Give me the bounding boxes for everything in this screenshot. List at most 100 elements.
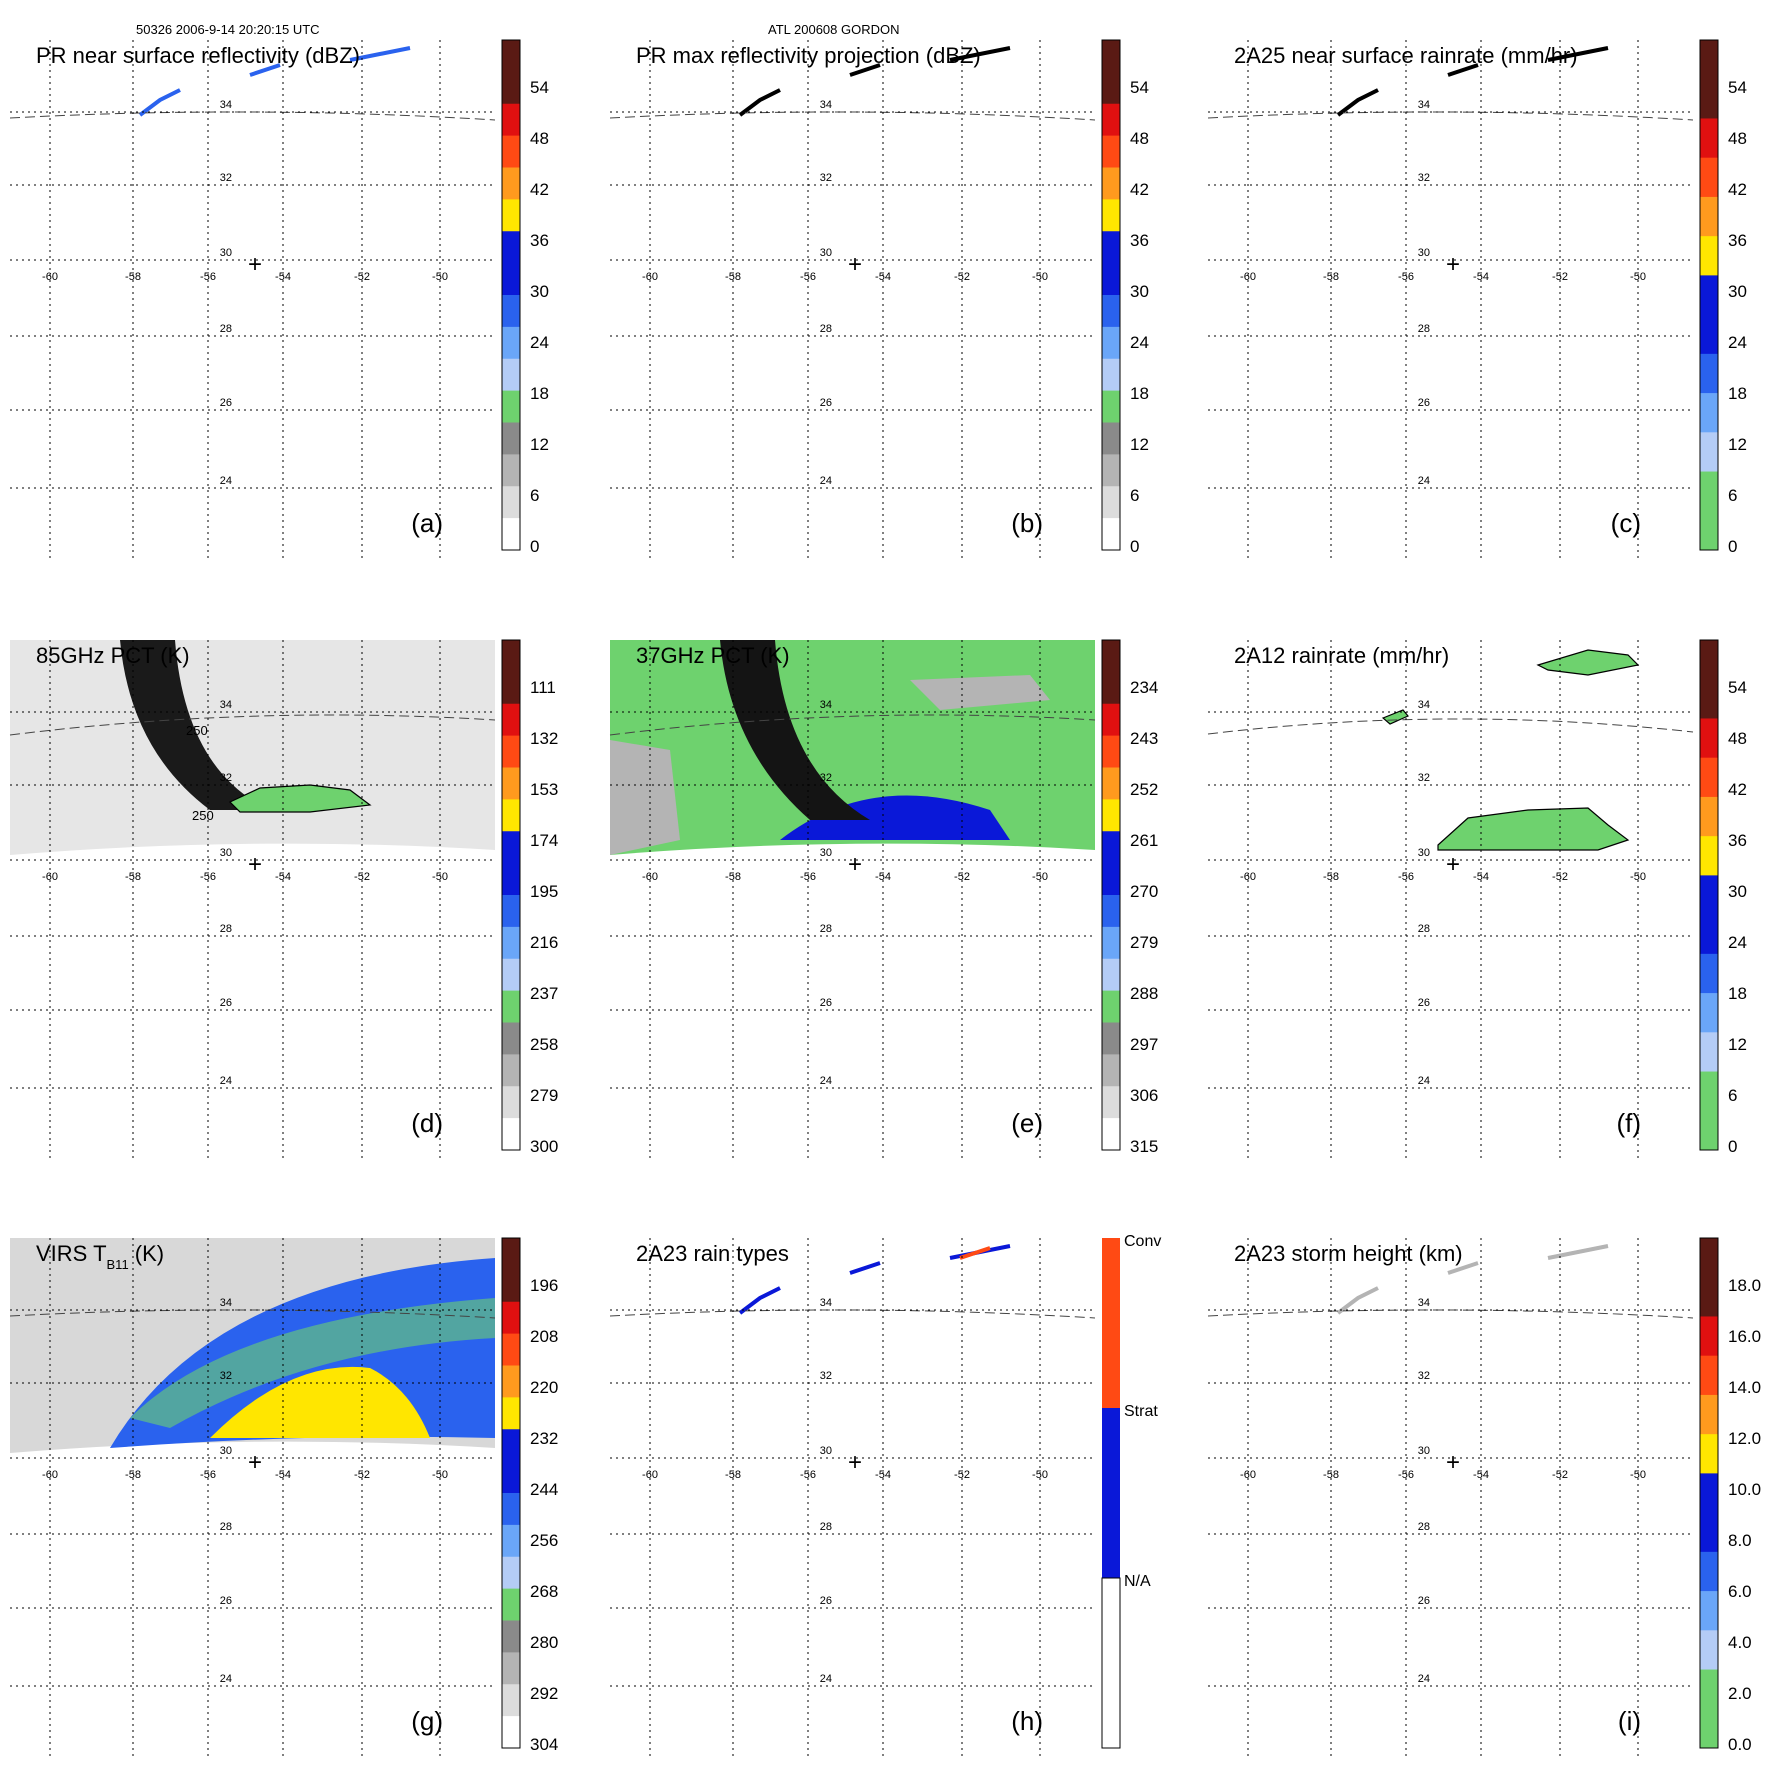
colorbar-label: 48 — [530, 129, 549, 148]
lon-tick-label: -58 — [1323, 271, 1339, 283]
colorbar-segment — [1700, 1238, 1718, 1278]
colorbar-label: Strat — [1124, 1403, 1158, 1420]
lon-tick-label: -54 — [1473, 1469, 1489, 1481]
colorbar-segment — [502, 671, 520, 705]
rain-streak — [738, 46, 1011, 117]
colorbar-segment — [1700, 40, 1718, 80]
reference-arc — [609, 1309, 1096, 1319]
colorbar-frame — [1101, 639, 1121, 1151]
tb-gradient-arc — [120, 640, 270, 810]
storm-center-marker: + — [1446, 251, 1460, 278]
colorbar-label: 30 — [1728, 282, 1747, 301]
panel-f: -60 -58 -56 -54 -52 -50 34 32 30 28 26 24 +2A12 rain… — [1207, 639, 1747, 1158]
colorbar-label: 14.0 — [1728, 1378, 1761, 1397]
lat-tick-label: 28 — [820, 323, 832, 335]
colorbar-label: 279 — [1130, 933, 1158, 952]
lat-tick-label: 32 — [1418, 1370, 1430, 1382]
lon-tick-label: -58 — [725, 871, 741, 883]
lon-tick-label: -60 — [42, 871, 58, 883]
colorbar-label: 279 — [530, 1086, 558, 1105]
lon-tick-label: -58 — [725, 271, 741, 283]
lon-tick-label: -54 — [875, 271, 891, 283]
colorbar-segment — [502, 703, 520, 737]
lat-tick-label: 30 — [220, 847, 232, 859]
colorbar-label: 42 — [1728, 780, 1747, 799]
lon-tick-label: -60 — [1240, 271, 1256, 283]
reference-arc — [1207, 111, 1694, 121]
colorbar-segment — [1102, 990, 1120, 1023]
coldest-cloud-area — [210, 1366, 430, 1438]
lon-tick-label: -58 — [1323, 1469, 1339, 1481]
colorbar-segment — [502, 926, 520, 960]
colorbar-segment — [1102, 863, 1120, 896]
panel-title: 2A12 rainrate (mm/hr) — [1234, 643, 1449, 668]
colorbar-label: 42 — [530, 180, 549, 199]
colorbar-segment — [1102, 767, 1120, 800]
colorbar-segment — [502, 40, 520, 73]
colorbar-label: 12 — [1130, 435, 1149, 454]
colorbar-label: 111 — [530, 678, 556, 697]
lat-tick-label: 26 — [820, 397, 832, 409]
panel-d: 250 250 -60 -58 -56 -54 -52 -50 34 32 30 28 26 24 +85G… — [9, 639, 558, 1158]
lat-tick-label: 24 — [820, 475, 832, 487]
colorbar-frame — [1699, 39, 1719, 551]
lon-tick-label: -60 — [42, 271, 58, 283]
colorbar-label: 252 — [1130, 780, 1158, 799]
colorbar-frame — [501, 1237, 521, 1749]
lon-tick-label: -52 — [1552, 271, 1568, 283]
colorbar-segment — [1102, 454, 1120, 487]
colorbar-label: 196 — [530, 1276, 558, 1295]
green-band — [130, 1298, 495, 1428]
colorbar-segment — [1700, 236, 1718, 276]
colorbar-segment — [502, 1269, 520, 1303]
colorbar-label: 306 — [1130, 1086, 1158, 1105]
lat-tick-label: 26 — [220, 1595, 232, 1607]
colorbar-segment — [1700, 1071, 1718, 1112]
colorbar-segment — [502, 1429, 520, 1462]
lat-tick-label: 30 — [220, 247, 232, 259]
lon-tick-label: -50 — [1630, 871, 1646, 883]
colorbar-segment — [502, 167, 520, 200]
colorbar-segment — [1102, 231, 1120, 264]
colorbar-segment — [1700, 1434, 1718, 1474]
colorbar-label: 234 — [1130, 678, 1158, 697]
colorbar-label: 288 — [1130, 984, 1158, 1003]
colorbar-segment — [1102, 831, 1120, 864]
colorbar-segment — [1102, 1022, 1120, 1055]
colorbar-segment — [1700, 757, 1718, 798]
rain-streak — [1336, 46, 1609, 117]
colorbar-label: 36 — [1728, 831, 1747, 850]
colorbar-frame — [501, 39, 521, 551]
rain-area-shape — [228, 784, 372, 813]
colorbar-segment — [1700, 510, 1718, 551]
colorbar-segment — [502, 767, 520, 800]
colorbar-segment — [502, 103, 520, 137]
colorbar-label: 6 — [1130, 486, 1139, 505]
lon-tick-label: -54 — [875, 1469, 891, 1481]
reference-arc — [9, 1309, 496, 1319]
colorbar-label: 18 — [530, 384, 549, 403]
colorbar-segment — [502, 199, 520, 232]
header-storm-info: ATL 200608 GORDON — [768, 22, 900, 37]
colorbar-segment — [1102, 1054, 1120, 1087]
lat-tick-label: 30 — [820, 847, 832, 859]
colorbar-segment — [1700, 796, 1718, 837]
colorbar-label: 48 — [1130, 129, 1149, 148]
storm-center-marker: + — [848, 251, 862, 278]
colorbar-label: 36 — [1130, 231, 1149, 250]
lon-tick-label: -52 — [354, 1469, 370, 1481]
colorbar-segment — [502, 518, 520, 551]
storm-center-marker: + — [848, 1449, 862, 1476]
colorbar-label: 10.0 — [1728, 1480, 1761, 1499]
colorbar-segment — [1102, 135, 1120, 168]
lat-tick-label: 26 — [1418, 1595, 1430, 1607]
colorbar-label: 268 — [530, 1582, 558, 1601]
colorbar-segment — [1102, 1238, 1120, 1408]
colorbar-segment — [1700, 1394, 1718, 1435]
colorbar-segment — [1700, 1551, 1718, 1592]
colorbar: 111 132 153 174 195 216 237 258 279 300 — [501, 639, 558, 1156]
tb-gradient-arc — [720, 640, 870, 820]
colorbar-label: 54 — [1728, 78, 1747, 97]
lon-tick-label: -50 — [1032, 271, 1048, 283]
colorbar-segment — [1102, 358, 1120, 392]
